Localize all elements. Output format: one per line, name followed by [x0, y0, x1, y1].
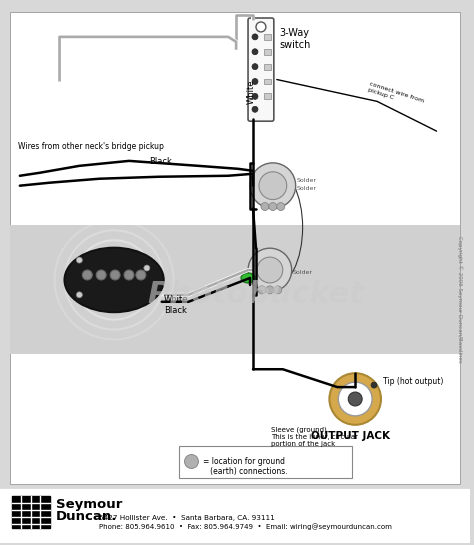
Circle shape	[110, 270, 120, 280]
Text: Sleeve (ground).
This is the inner, circular
portion of the jack: Sleeve (ground). This is the inner, circ…	[271, 427, 358, 447]
Circle shape	[252, 78, 258, 84]
Bar	[179, 446, 352, 479]
Circle shape	[252, 34, 258, 40]
Circle shape	[76, 292, 82, 298]
Circle shape	[371, 382, 377, 388]
Circle shape	[338, 382, 372, 416]
Circle shape	[82, 270, 92, 280]
Bar	[10, 12, 460, 485]
Circle shape	[348, 392, 362, 406]
Bar	[264, 78, 271, 84]
Circle shape	[269, 203, 277, 210]
Circle shape	[277, 203, 285, 210]
Text: White: White	[247, 79, 256, 104]
Text: Black: Black	[164, 306, 187, 314]
Text: Copyright © 2006 Seymour Duncan/Basslines: Copyright © 2006 Seymour Duncan/Bassline…	[456, 237, 462, 363]
Circle shape	[252, 93, 258, 99]
Bar	[264, 93, 271, 99]
Text: Solder: Solder	[297, 186, 317, 191]
Bar	[10, 226, 460, 354]
Bar	[264, 34, 271, 40]
FancyBboxPatch shape	[248, 18, 274, 121]
Ellipse shape	[64, 247, 164, 312]
Text: Solder: Solder	[292, 270, 313, 275]
Bar	[264, 64, 271, 70]
Circle shape	[261, 203, 269, 210]
Circle shape	[329, 373, 381, 425]
Text: Seymour: Seymour	[55, 498, 122, 511]
Text: OUTPUT JACK: OUTPUT JACK	[311, 431, 390, 441]
Circle shape	[257, 257, 283, 283]
Text: Black: Black	[149, 157, 172, 166]
Text: Photobucket: Photobucket	[147, 280, 365, 310]
Circle shape	[250, 163, 296, 209]
Circle shape	[252, 64, 258, 70]
Circle shape	[136, 270, 146, 280]
Text: Wires from other neck's bridge pickup: Wires from other neck's bridge pickup	[18, 142, 164, 151]
Circle shape	[124, 270, 134, 280]
Text: Phone: 805.964.9610  •  Fax: 805.964.9749  •  Email: wiring@seymourduncan.com: Phone: 805.964.9610 • Fax: 805.964.9749 …	[99, 523, 392, 530]
Ellipse shape	[241, 273, 255, 283]
Circle shape	[144, 265, 150, 271]
Text: 3-Way
switch: 3-Way switch	[280, 28, 311, 50]
Circle shape	[184, 455, 199, 469]
Circle shape	[258, 286, 266, 294]
Circle shape	[96, 270, 106, 280]
Text: Solder: Solder	[297, 178, 317, 183]
Circle shape	[252, 49, 258, 54]
Circle shape	[76, 257, 82, 263]
Circle shape	[259, 172, 287, 199]
Circle shape	[274, 286, 282, 294]
Text: Duncan.: Duncan.	[55, 510, 117, 523]
Circle shape	[252, 106, 258, 112]
Bar	[12, 496, 50, 528]
Text: White: White	[164, 295, 188, 304]
Bar	[0, 488, 470, 543]
Circle shape	[266, 286, 274, 294]
Text: connect wire from
pickup C: connect wire from pickup C	[367, 82, 425, 110]
Text: = location for ground
   (earth) connections.: = location for ground (earth) connection…	[203, 457, 288, 476]
Text: Tip (hot output): Tip (hot output)	[383, 377, 443, 386]
Bar	[264, 49, 271, 54]
Circle shape	[256, 22, 266, 32]
Text: 5427 Hollister Ave.  •  Santa Barbara, CA. 93111: 5427 Hollister Ave. • Santa Barbara, CA.…	[99, 515, 275, 521]
Circle shape	[248, 248, 292, 292]
